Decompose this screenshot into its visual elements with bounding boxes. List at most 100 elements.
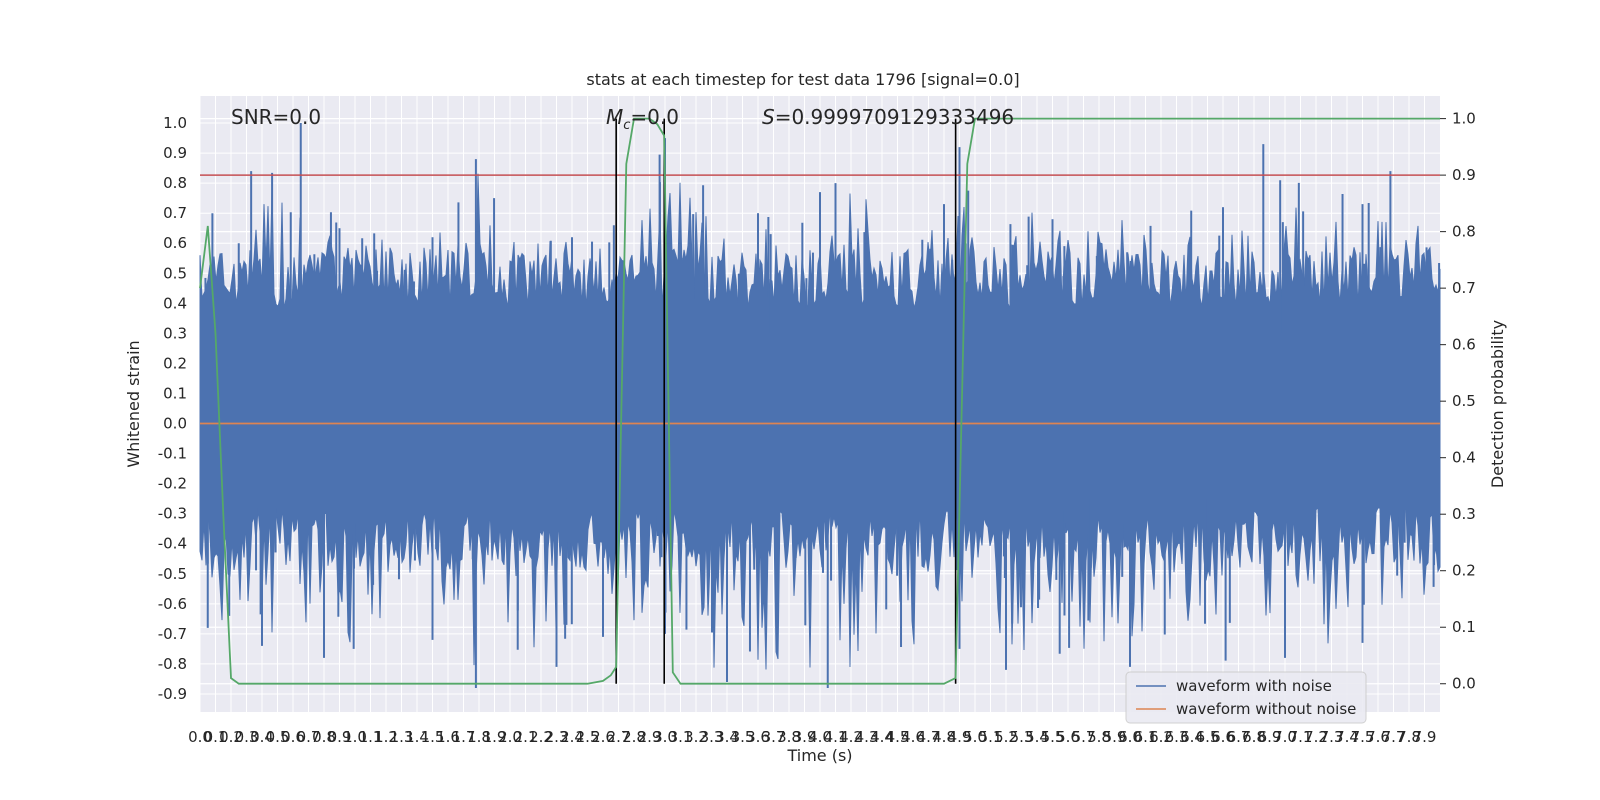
- x-tick-label: 7.8: [1397, 728, 1421, 746]
- x-tick-label: 1.2: [374, 728, 398, 746]
- x-tick-label: 2.1: [514, 728, 538, 746]
- y-tick-label: -0.9: [158, 685, 187, 703]
- x-tick-label: 1.9: [483, 728, 507, 746]
- y-tick-label: -0.2: [158, 475, 187, 493]
- x-tick-label: 6.9: [1258, 728, 1282, 746]
- x-tick-label: 6.7: [1227, 728, 1251, 746]
- x-tick-label: 5.0: [963, 728, 987, 746]
- x-tick-label: 3.5: [731, 728, 755, 746]
- y-tick-label: 1.0: [163, 114, 187, 132]
- chirp-mass-annotation: Mc=0.0: [606, 105, 679, 133]
- y2-tick-label: 0.2: [1452, 562, 1476, 580]
- x-tick-label: 0.9: [328, 728, 352, 746]
- y2-tick-label: 0.0: [1452, 675, 1476, 693]
- x-tick-label: 3.6: [746, 728, 770, 746]
- x-tick-label: 7.0: [1273, 728, 1297, 746]
- x-tick-label: 5.3: [1010, 728, 1034, 746]
- x-tick-label: 4.0: [808, 728, 832, 746]
- x-tick-label: 2.3: [545, 728, 569, 746]
- y2-tick-label: 0.4: [1452, 449, 1476, 467]
- y-tick-label: -0.6: [158, 595, 187, 613]
- x-tick-label: 1.7: [452, 728, 476, 746]
- x-tick-label: 0.8: [312, 728, 336, 746]
- x-tick-label: 4.7: [917, 728, 941, 746]
- legend-label-noise: waveform with noise: [1176, 677, 1332, 695]
- x-tick-label: 5.8: [1087, 728, 1111, 746]
- y-tick-label: -0.8: [158, 655, 187, 673]
- x-tick-label: 5.9: [1103, 728, 1127, 746]
- x-tick-label: 4.9: [948, 728, 972, 746]
- x-tick-label: 7.2: [1304, 728, 1328, 746]
- x-tick-label: 2.2: [529, 728, 553, 746]
- x-tick-label: 0.2: [219, 728, 243, 746]
- y2-tick-label: 0.1: [1452, 618, 1476, 636]
- x-tick-label: 6.4: [1180, 728, 1204, 746]
- x-tick-label: 6.3: [1165, 728, 1189, 746]
- x-tick-label: 0.1: [204, 728, 228, 746]
- y-tick-label: 0.6: [163, 234, 187, 252]
- x-tick-label: 1.6: [436, 728, 460, 746]
- x-tick-label: 4.4: [870, 728, 894, 746]
- x-tick-label: 3.3: [700, 728, 724, 746]
- x-tick-label: 3.9: [793, 728, 817, 746]
- x-tick-label: 4.8: [932, 728, 956, 746]
- y2-tick-label: 1.0: [1452, 110, 1476, 128]
- x-tick-label: 1.4: [405, 728, 429, 746]
- x-tick-label: 7.7: [1382, 728, 1406, 746]
- x-tick-label: 1.1: [359, 728, 383, 746]
- score-value: =0.9999709129333496: [775, 105, 1014, 129]
- x-tick-label: 1.0: [343, 728, 367, 746]
- chirp-mass-symbol: M: [606, 105, 623, 129]
- y-tick-label: -0.5: [158, 565, 187, 583]
- x-tick-label: 6.6: [1211, 728, 1235, 746]
- x-tick-label: 2.7: [607, 728, 631, 746]
- noise-spikes: [204, 123, 1441, 688]
- y2-tick-labels: 0.0 0.1 0.2 0.3 0.4 0.5 0.6 0.7 0.8 0.9 1.0: [1440, 110, 1476, 693]
- x-tick-label: 3.1: [669, 728, 693, 746]
- x-tick-label: 5.1: [979, 728, 1003, 746]
- legend-box: [1125, 671, 1367, 724]
- x-tick-label: 4.5: [886, 728, 910, 746]
- y-tick-label: 0.0: [163, 415, 187, 433]
- x-tick-label: 0.6: [281, 728, 305, 746]
- x-tick-label: 3.0: [653, 728, 677, 746]
- y-tick-label: 0.2: [163, 354, 187, 372]
- x-tick-label: 6.1: [1134, 728, 1158, 746]
- x-tick-label: 7.1: [1289, 728, 1313, 746]
- detection-probability-series: [199, 117, 1440, 685]
- x-tick-label: 7.4: [1335, 728, 1359, 746]
- x-tick-label: 2.5: [576, 728, 600, 746]
- chirp-mass-subscript: c: [623, 118, 630, 133]
- x-tick-label: 4.6: [901, 728, 925, 746]
- y-axis-label: Whitened strain: [124, 340, 143, 467]
- y-tick-label: 0.9: [163, 144, 187, 162]
- x-tick-label: 6.8: [1242, 728, 1266, 746]
- x-tick-label: 5.4: [1025, 728, 1049, 746]
- x-tick-label: 3.4: [715, 728, 739, 746]
- y2-tick-label: 0.9: [1452, 166, 1476, 184]
- y-tick-label: -0.4: [158, 535, 187, 553]
- x-tick-label: 1.5: [421, 728, 445, 746]
- y2-tick-label: 0.5: [1452, 392, 1476, 410]
- x-tick-label: 3.8: [777, 728, 801, 746]
- chirp-mass-value: =0.0: [630, 105, 679, 129]
- y-tick-labels: -0.9 -0.8 -0.7 -0.6 -0.5 -0.4 -0.3 -0.2 -0.1 0.0 0…: [158, 114, 187, 703]
- x-tick-label: 4.3: [855, 728, 879, 746]
- x-tick-label: 3.2: [684, 728, 708, 746]
- x-tick-label: 2.9: [638, 728, 662, 746]
- x-tick-label: 5.5: [1041, 728, 1065, 746]
- x-tick-label: 4.1: [824, 728, 848, 746]
- legend-label-clean: waveform without noise: [1176, 700, 1356, 718]
- y2-axis-label: Detection probability: [1488, 320, 1507, 488]
- x-tick-label: 2.6: [591, 728, 615, 746]
- y-tick-label: 0.7: [163, 204, 187, 222]
- x-tick-labels: 0.00.10.20.30.40.50.60.70.80.91.01.11.21…: [188, 728, 1436, 746]
- x-tick-label: 5.6: [1056, 728, 1080, 746]
- x-tick-label: 2.0: [498, 728, 522, 746]
- x-tick-label: 0.0: [188, 728, 212, 746]
- x-tick-label: 5.2: [994, 728, 1018, 746]
- score-annotation: S=0.9999709129333496: [762, 105, 1014, 129]
- x-tick-label: 1.8: [467, 728, 491, 746]
- vertical-marker-lines: [615, 118, 957, 684]
